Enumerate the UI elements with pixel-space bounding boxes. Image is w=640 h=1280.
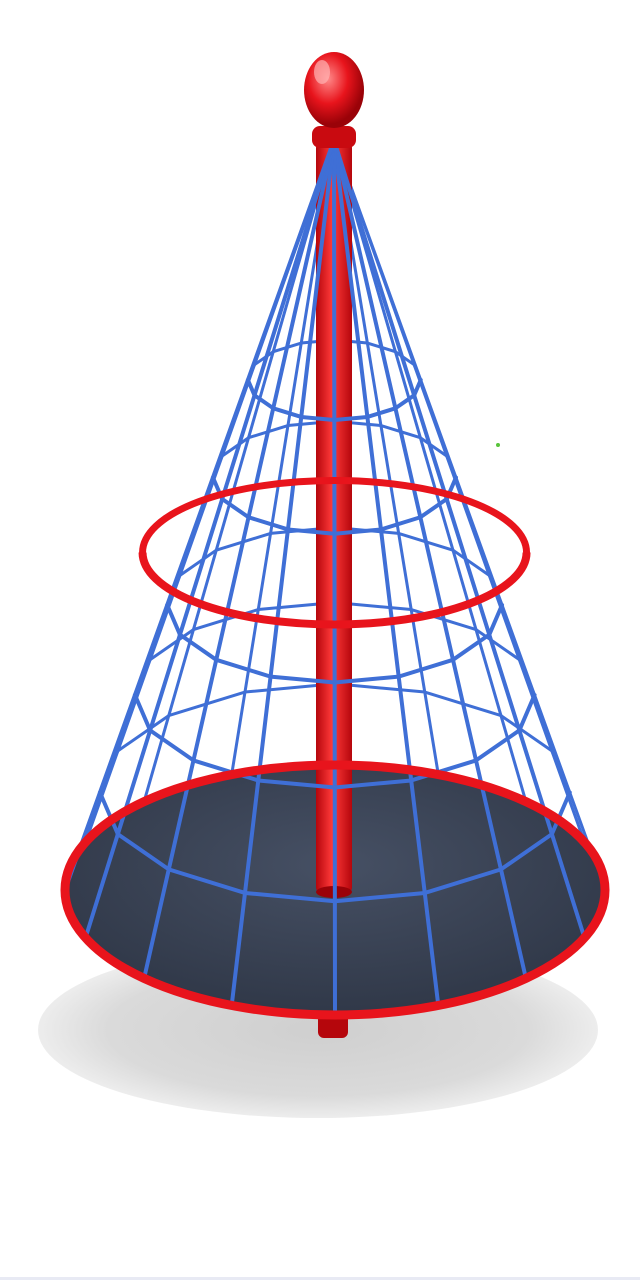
net-ring-rope	[498, 832, 554, 872]
net-ring-rope	[178, 548, 218, 577]
net-ring-rope	[487, 603, 505, 637]
net-ring-rope	[252, 393, 276, 411]
net-rope	[332, 138, 441, 1008]
net-ring-rope	[252, 350, 275, 367]
top-collar	[312, 126, 356, 148]
net-ring-rope	[132, 693, 153, 733]
net-front	[63, 138, 587, 1017]
net-ring-rope	[148, 728, 196, 763]
net-ring-rope	[422, 867, 503, 895]
net-ring-rope	[299, 414, 337, 422]
net-ring-rope	[285, 527, 337, 536]
net-ring-rope	[499, 714, 554, 753]
net-ring-rope	[165, 603, 182, 637]
net-ring-rope	[214, 657, 273, 679]
net-ring-rope	[332, 414, 370, 422]
net-ring-rope	[474, 628, 521, 662]
net-ring-rope	[474, 728, 522, 763]
net-rope	[142, 138, 336, 981]
net-ring-rope	[451, 548, 491, 577]
net-ring-rope	[177, 632, 219, 662]
net-rope	[332, 138, 586, 844]
net-ring-rope	[450, 632, 492, 662]
net-ring-rope	[115, 832, 171, 872]
net-ring-rope	[418, 497, 449, 520]
net-ring-rope	[220, 436, 251, 458]
top-finial	[304, 52, 364, 148]
net-ring-rope	[517, 693, 537, 733]
net-ring-rope	[332, 890, 427, 904]
net-ring-rope	[365, 406, 398, 419]
net-ring-rope	[418, 436, 449, 458]
finial-ball	[304, 52, 364, 128]
net-ring-rope	[393, 350, 416, 367]
net-rope	[229, 138, 336, 1008]
net-ring-rope	[97, 790, 120, 837]
finial-highlight	[314, 60, 330, 84]
net-rope	[332, 138, 587, 940]
net-ring-rope	[245, 378, 257, 398]
net-ring-rope	[256, 778, 337, 790]
net-ring-rope	[396, 657, 455, 679]
net-ring-rope	[412, 363, 423, 382]
net-ring-rope	[268, 674, 337, 685]
net-rope	[83, 138, 336, 940]
net-ring-rope	[220, 497, 251, 520]
net-ring-rope	[393, 393, 417, 411]
net-ring-rope	[166, 867, 247, 895]
net-ring-rope	[549, 790, 572, 837]
net-ring-rope	[332, 527, 383, 536]
net-rope	[63, 138, 336, 892]
net-ring-rope	[332, 778, 414, 790]
net-ring-rope	[409, 758, 479, 783]
net-rope	[142, 138, 336, 804]
net-ring-rope	[116, 714, 171, 753]
net-ring-rope	[148, 628, 195, 662]
net-ring-rope	[378, 515, 423, 532]
speck	[496, 443, 500, 447]
platform-rim	[60, 760, 610, 1020]
net-ring-rope	[412, 378, 423, 398]
net-ring-rope	[517, 658, 537, 697]
net-ring-rope	[332, 674, 401, 685]
net-rope	[332, 138, 528, 981]
net-ring-rope	[445, 454, 458, 479]
net-rope	[332, 138, 337, 1017]
net-ring-rope	[246, 515, 290, 532]
net-ring-rope	[191, 758, 261, 783]
net-ring-rope	[242, 890, 337, 904]
net-ring-rope	[550, 749, 572, 794]
bottom-edge	[0, 1277, 640, 1280]
net-rope	[332, 138, 528, 804]
middle-ring	[138, 477, 531, 629]
net-ring-rope	[271, 406, 304, 419]
